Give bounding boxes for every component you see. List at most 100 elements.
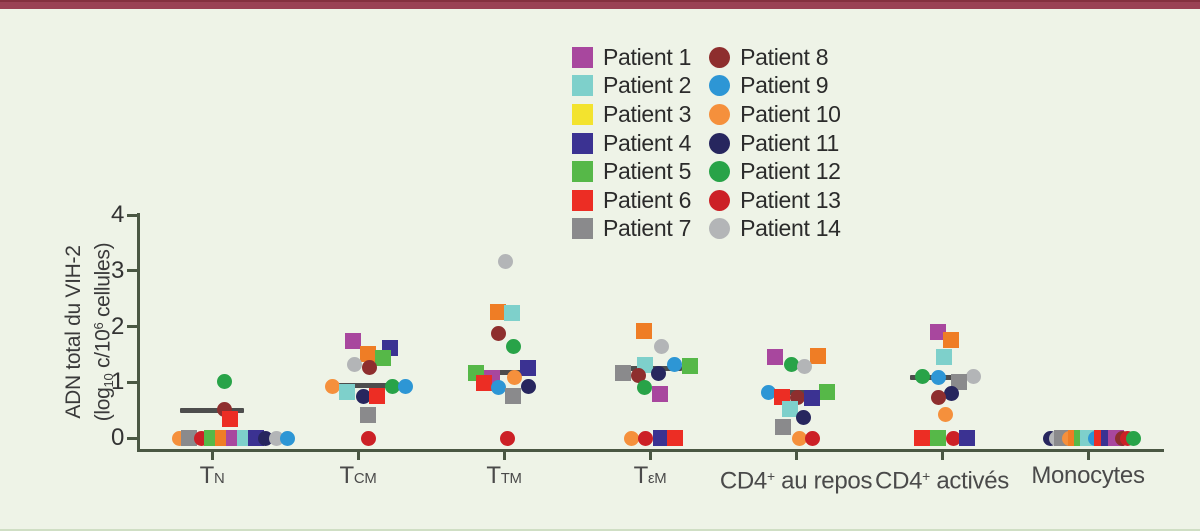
data-point (945, 430, 961, 446)
legend-item: Patient 1 (572, 43, 691, 72)
data-point (369, 388, 385, 405)
legend-item: Patient 9 (709, 72, 841, 101)
legend-label: Patient 13 (740, 186, 841, 213)
data-point (637, 430, 653, 446)
legend-circle-marker-icon (709, 103, 731, 125)
data-point (819, 384, 835, 401)
x-category-label-segment: T (199, 462, 215, 489)
data-point (397, 378, 413, 394)
data-point (943, 331, 959, 348)
data-point (490, 380, 506, 396)
data-point (804, 430, 820, 446)
data-point (930, 430, 946, 446)
y-tick-label: 3 (110, 256, 124, 284)
x-tick (648, 450, 652, 460)
x-category-label: TTM (414, 462, 594, 493)
x-category-label: Monocytes (998, 462, 1178, 490)
data-point (360, 430, 376, 446)
data-point (476, 374, 492, 391)
x-category-label-segment: + (766, 468, 775, 484)
data-point (943, 386, 959, 402)
x-category-label-segment: T (633, 462, 649, 489)
data-point (355, 388, 371, 404)
legend-label: Patient 1 (603, 43, 692, 70)
legend-column-2: Patient 8 Patient 9 Patient 10 Patient 11 Pa… (709, 43, 841, 243)
x-category-label: CD4+ activés (852, 462, 1032, 496)
top-border-bar (0, 0, 1200, 9)
y-tick-label: 2 (110, 312, 124, 340)
legend-circle-marker-icon (709, 218, 731, 240)
data-point (667, 430, 683, 446)
x-category-label: TεM (560, 462, 740, 493)
legend-column-1: Patient 1 Patient 2 Patient 3 Patient 4 Pati… (572, 43, 691, 243)
data-point (520, 378, 536, 394)
data-point (914, 368, 930, 384)
legend-label: Patient 14 (740, 215, 841, 242)
legend-label: Patient 8 (740, 43, 829, 70)
data-point (682, 358, 698, 375)
y-tick-label: 1 (110, 368, 124, 396)
data-point (339, 383, 355, 400)
median-bar (472, 370, 536, 376)
legend-label: Patient 10 (740, 100, 841, 127)
data-point (930, 324, 946, 341)
x-category-label: TN (122, 462, 302, 493)
data-point (959, 430, 975, 446)
data-point (653, 338, 669, 354)
data-point (506, 369, 522, 385)
legend-label: Patient 12 (740, 158, 841, 185)
y-axis-title-line1: ADN total du VIH-2 (62, 245, 85, 419)
legend-item: Patient 14 (709, 215, 841, 244)
data-point (653, 430, 669, 446)
x-category-label: TCM (268, 462, 448, 493)
legend-circle-marker-icon (709, 46, 731, 68)
y-axis-line (137, 213, 140, 452)
x-category-label-segment: T (486, 462, 501, 489)
data-point (650, 366, 666, 382)
legend-circle-marker-icon (709, 161, 731, 183)
legend-label: Patient 7 (603, 215, 692, 242)
median-bar (180, 407, 244, 413)
data-point (936, 349, 952, 366)
data-point (216, 373, 232, 389)
legend-square-marker-icon (572, 189, 593, 211)
legend-square-marker-icon (572, 161, 593, 183)
legend-item: Patient 7 (572, 215, 691, 244)
data-point (504, 305, 520, 322)
legend-square-marker-icon (572, 103, 593, 125)
data-point (914, 430, 930, 446)
legend-square-marker-icon (572, 46, 593, 68)
data-point (505, 338, 521, 354)
x-category-label: CD4+ au repos (706, 462, 886, 496)
data-point (804, 389, 820, 406)
x-category-label-segment: N (213, 471, 225, 487)
x-category-label-segment: εM (647, 471, 667, 487)
x-category-label-segment: + (922, 468, 930, 484)
y-tick (127, 325, 140, 328)
x-category-label-segment: au repos (774, 467, 873, 495)
data-point (384, 378, 400, 394)
x-tick (1086, 450, 1090, 460)
data-point (636, 379, 652, 395)
legend-item: Patient 12 (709, 157, 841, 186)
legend-item: Patient 10 (709, 100, 841, 129)
data-point (279, 430, 295, 446)
legend-square-marker-icon (572, 75, 593, 97)
data-point (615, 364, 631, 381)
legend-circle-marker-icon (709, 132, 731, 154)
data-point (795, 409, 811, 425)
data-point (490, 304, 506, 320)
data-point (775, 418, 791, 435)
data-point (1125, 430, 1141, 446)
y-tick-label: 0 (110, 424, 124, 451)
x-tick (940, 450, 944, 460)
data-point (222, 411, 238, 428)
y-tick-label: 4 (110, 201, 124, 228)
data-point (345, 332, 361, 349)
data-point (499, 430, 515, 446)
data-point (796, 358, 812, 374)
legend-item: Patient 13 (709, 186, 841, 215)
x-category-label-segment: CD4 (875, 467, 923, 495)
median-bar (326, 382, 390, 388)
